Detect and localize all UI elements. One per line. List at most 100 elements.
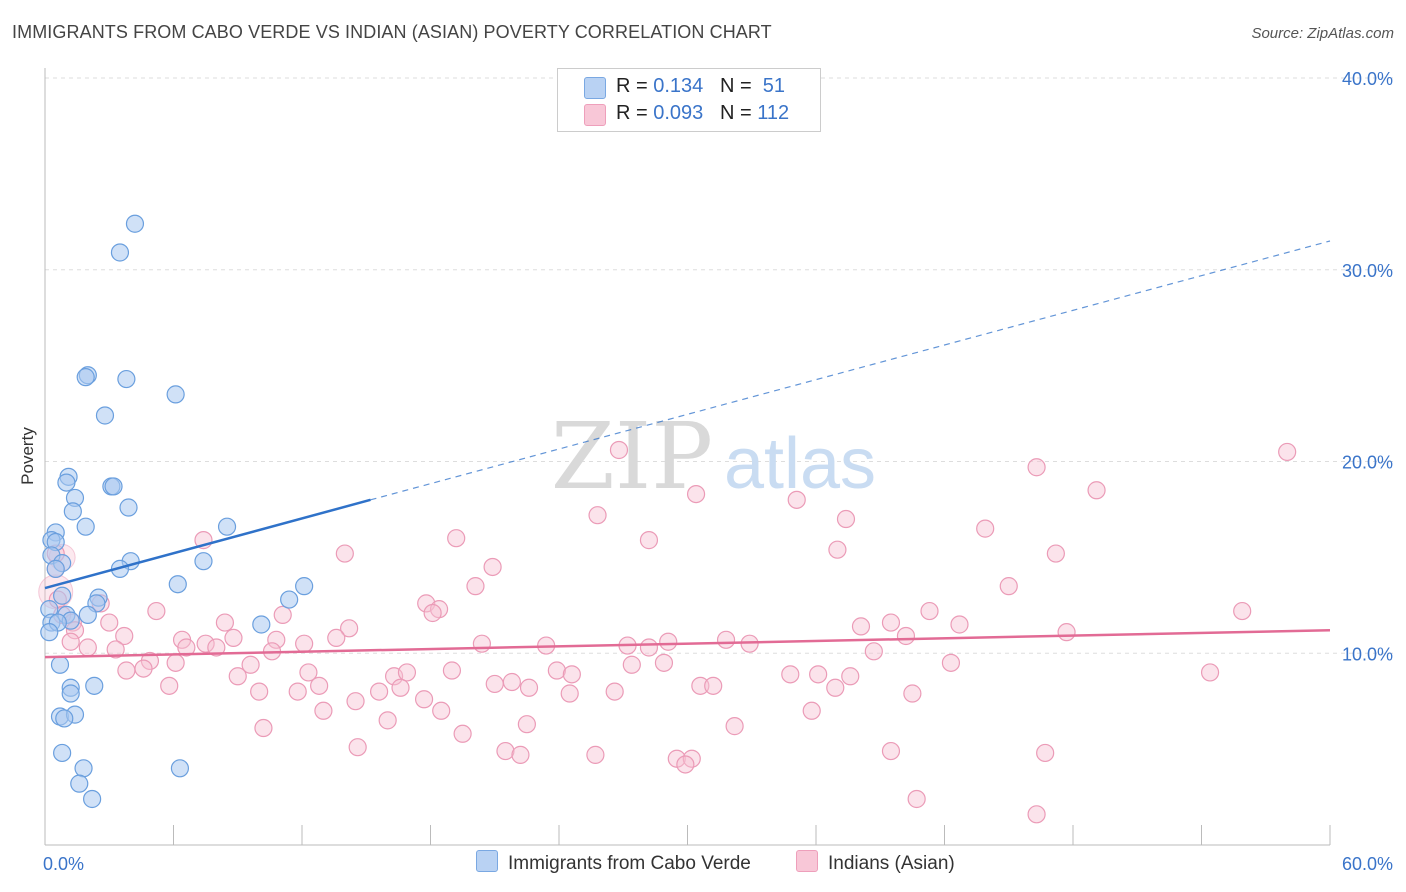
point-cabo-verde bbox=[85, 676, 104, 695]
point-indians-asian bbox=[836, 509, 856, 529]
point-cabo-verde bbox=[170, 759, 190, 778]
point-indians-asian bbox=[241, 655, 260, 674]
point-cabo-verde bbox=[57, 473, 76, 492]
watermark-atlas: atlas bbox=[724, 424, 876, 504]
point-indians-asian bbox=[828, 540, 847, 559]
point-indians-asian bbox=[941, 653, 961, 672]
point-cabo-verde bbox=[53, 586, 72, 605]
n-label: N = bbox=[719, 75, 752, 97]
point-indians-asian bbox=[250, 682, 269, 701]
point-indians-asian bbox=[442, 661, 462, 680]
point-indians-asian bbox=[691, 676, 710, 695]
point-indians-asian bbox=[1278, 442, 1297, 462]
n-value-indians: 112 bbox=[757, 102, 790, 124]
point-indians-asian bbox=[907, 789, 926, 809]
point-indians-asian bbox=[1046, 544, 1065, 563]
point-indians-asian bbox=[295, 634, 314, 653]
point-cabo-verde bbox=[74, 759, 93, 778]
point-indians-asian bbox=[686, 484, 706, 504]
point-indians-asian bbox=[560, 684, 579, 703]
point-indians-asian bbox=[299, 663, 318, 682]
point-indians-asian bbox=[1233, 601, 1252, 621]
point-indians-asian bbox=[1027, 458, 1046, 477]
point-cabo-verde bbox=[104, 477, 123, 496]
chart-title: IMMIGRANTS FROM CABO VERDE VS INDIAN (AS… bbox=[12, 22, 772, 42]
point-cabo-verde bbox=[280, 590, 299, 609]
point-indians-asian bbox=[676, 755, 695, 774]
point-indians-asian bbox=[496, 741, 515, 761]
legend-bottom-swatch-pink bbox=[796, 850, 818, 872]
point-indians-asian bbox=[196, 634, 215, 653]
point-indians-asian bbox=[609, 440, 629, 460]
point-cabo-verde bbox=[61, 684, 80, 703]
point-indians-asian bbox=[511, 745, 530, 764]
point-indians-asian bbox=[346, 692, 365, 711]
point-indians-asian bbox=[147, 601, 166, 621]
point-indians-asian bbox=[391, 678, 410, 697]
point-indians-asian bbox=[267, 630, 286, 649]
legend-item-cabo-verde: Immigrants from Cabo Verde bbox=[476, 850, 751, 875]
point-indians-asian bbox=[106, 640, 125, 659]
point-indians-asian bbox=[654, 653, 674, 672]
legend-swatch-pink bbox=[584, 104, 606, 126]
point-indians-asian bbox=[639, 531, 659, 550]
point-indians-asian bbox=[903, 684, 922, 703]
point-indians-asian bbox=[370, 682, 389, 701]
point-indians-asian bbox=[841, 667, 860, 686]
point-indians-asian bbox=[622, 655, 641, 674]
point-indians-asian bbox=[485, 674, 504, 694]
point-indians-asian bbox=[288, 682, 307, 701]
point-indians-asian bbox=[864, 642, 883, 661]
point-indians-asian bbox=[639, 638, 659, 657]
point-indians-asian bbox=[950, 615, 969, 634]
point-indians-asian bbox=[117, 661, 136, 680]
y-tick-label: 10.0% bbox=[1342, 644, 1393, 664]
point-indians-asian bbox=[215, 613, 234, 632]
point-indians-asian bbox=[826, 678, 845, 697]
point-indians-asian bbox=[483, 557, 502, 577]
r-value-indians: 0.093 bbox=[653, 102, 704, 124]
point-cabo-verde bbox=[194, 552, 213, 571]
point-indians-asian bbox=[61, 632, 80, 651]
point-cabo-verde bbox=[46, 559, 65, 578]
correlation-legend: R = 0.134 N = 51 R = 0.093 N = 112 bbox=[557, 68, 821, 132]
point-indians-asian bbox=[976, 519, 995, 538]
point-indians-asian bbox=[466, 577, 485, 596]
point-indians-asian bbox=[224, 628, 243, 648]
point-indians-asian bbox=[166, 653, 185, 672]
point-cabo-verde bbox=[53, 743, 72, 763]
point-indians-asian bbox=[1036, 743, 1055, 763]
point-indians-asian bbox=[1057, 623, 1076, 642]
y-tick-label: 20.0% bbox=[1342, 453, 1393, 473]
y-tick-label: 40.0% bbox=[1342, 69, 1393, 89]
point-indians-asian bbox=[802, 701, 821, 720]
point-cabo-verde bbox=[295, 577, 314, 596]
point-cabo-verde bbox=[168, 575, 187, 594]
point-indians-asian bbox=[273, 605, 292, 625]
point-cabo-verde bbox=[117, 369, 136, 389]
tick-labels: 10.0% 20.0% 30.0% 40.0% 0.0% 60.0% bbox=[43, 69, 1393, 874]
point-indians-asian bbox=[1200, 663, 1220, 682]
point-cabo-verde bbox=[78, 605, 97, 625]
point-indians-asian bbox=[254, 718, 273, 738]
point-cabo-verde bbox=[63, 502, 82, 521]
point-indians-asian bbox=[502, 672, 521, 692]
point-indians-asian bbox=[207, 638, 226, 657]
point-cabo-verde bbox=[125, 214, 145, 233]
y-axis-label: Poverty bbox=[18, 427, 37, 485]
point-indians-asian bbox=[453, 724, 472, 743]
point-indians-asian bbox=[562, 665, 581, 684]
point-indians-asian bbox=[517, 715, 536, 734]
n-label: N = bbox=[719, 102, 752, 124]
point-cabo-verde bbox=[76, 517, 95, 536]
point-indians-asian bbox=[177, 638, 196, 657]
axes bbox=[44, 68, 1331, 846]
point-indians-asian bbox=[1027, 805, 1046, 824]
point-indians-asian bbox=[725, 717, 744, 736]
point-indians-asian bbox=[659, 632, 678, 651]
r-value-cabo-verde: 0.134 bbox=[653, 75, 704, 97]
legend-bottom-swatch-blue bbox=[476, 850, 498, 872]
point-cabo-verde bbox=[166, 385, 185, 404]
r-label: R = bbox=[616, 102, 648, 124]
